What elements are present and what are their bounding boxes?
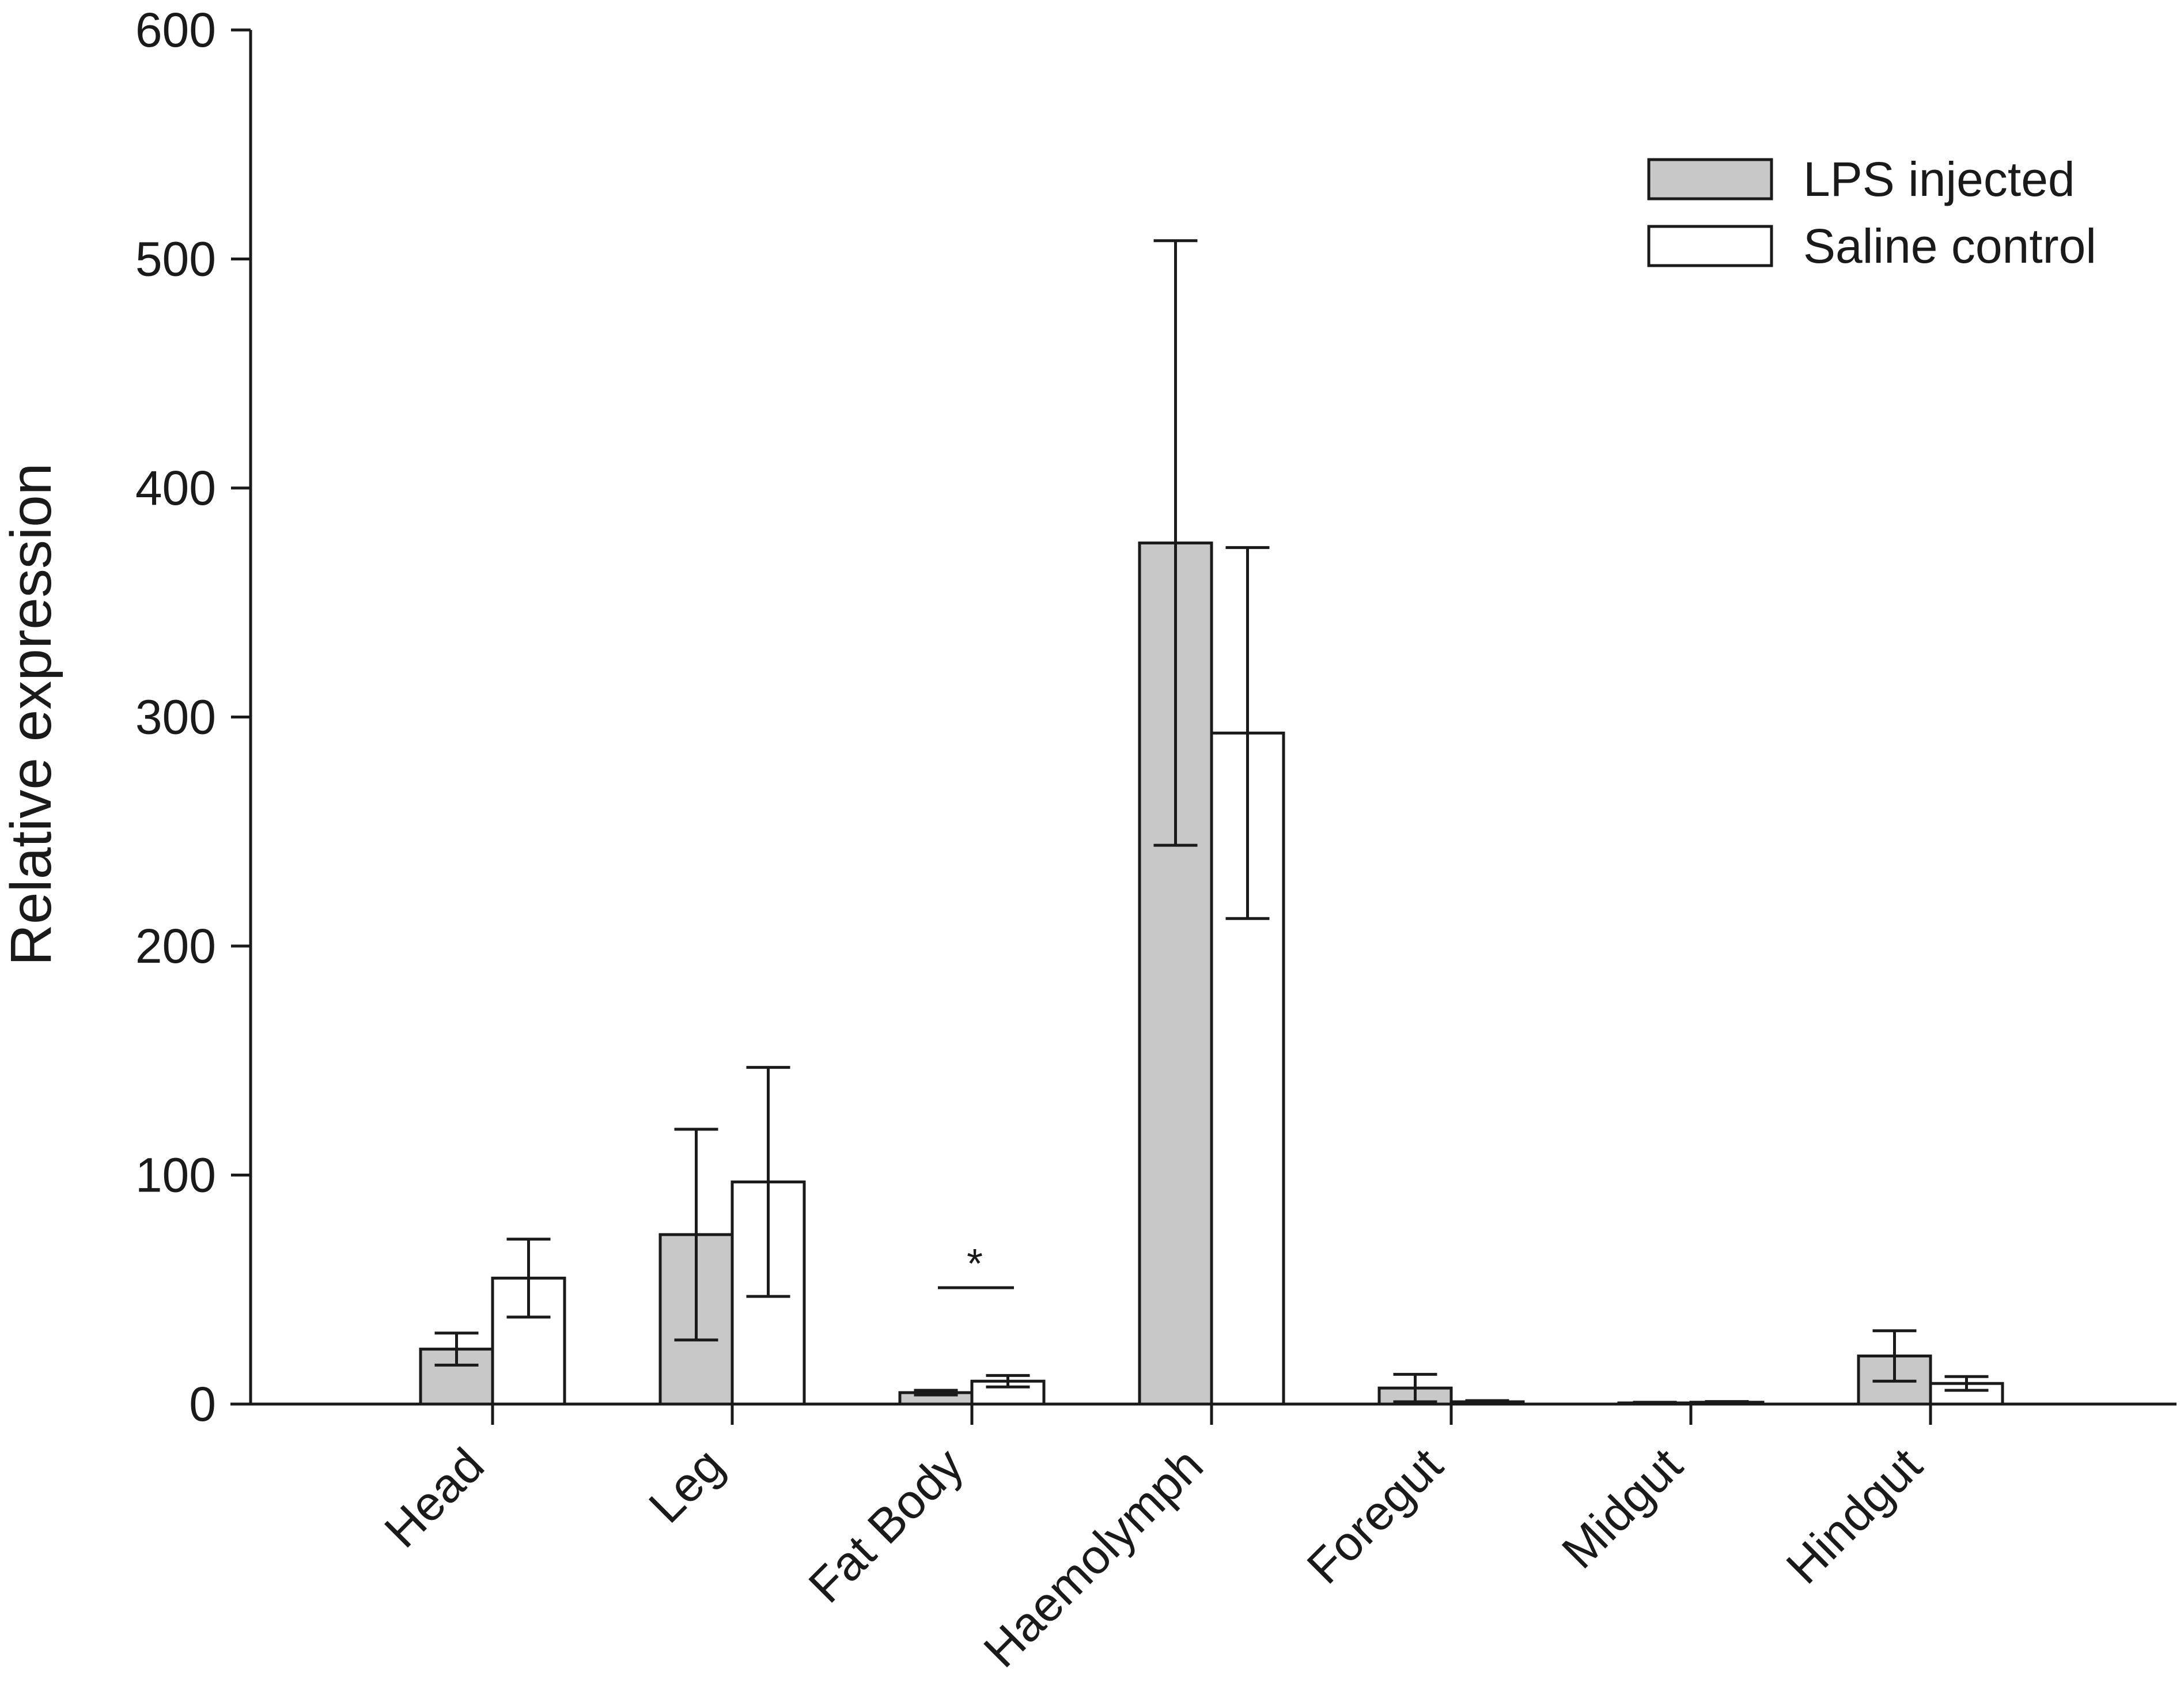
- x-tick-label: Midgut: [1551, 1437, 1693, 1579]
- error-bars: [434, 239, 1989, 1405]
- legend-swatch-saline: [1647, 225, 1773, 267]
- y-ticks: 0 100 200 300 400 500 600: [135, 3, 251, 1431]
- significance-asterisk: *: [967, 1241, 983, 1287]
- y-axis-title: Relative expression: [0, 463, 63, 966]
- bars: [419, 541, 2004, 1406]
- x-ticks: Head Leg Fat Body Haemolymph Foregut Midgut Hi…: [374, 1404, 1932, 1678]
- y-tick-label: 200: [135, 919, 216, 973]
- y-tick-label: 500: [135, 232, 216, 286]
- y-tick-label: 400: [135, 461, 216, 515]
- legend-swatch-lps: [1647, 158, 1773, 201]
- legend: LPS injected Saline control: [1647, 152, 2096, 273]
- legend-label-lps: LPS injected: [1803, 152, 2075, 206]
- x-tick-label: Fat Body: [798, 1437, 974, 1613]
- y-tick-label: 0: [189, 1377, 216, 1431]
- x-tick-label: Haemolymph: [973, 1437, 1213, 1677]
- y-tick-label: 600: [135, 3, 216, 57]
- x-tick-label: Head: [374, 1437, 494, 1557]
- y-tick-label: 300: [135, 690, 216, 744]
- x-tick-label: Hindgut: [1776, 1437, 1932, 1594]
- x-tick-label: Foregut: [1297, 1437, 1453, 1594]
- bar-lps: [419, 1348, 494, 1406]
- legend-label-saline: Saline control: [1803, 219, 2096, 273]
- annotations: *: [938, 1241, 1014, 1289]
- x-tick-label: Leg: [638, 1437, 734, 1533]
- y-tick-label: 100: [135, 1148, 216, 1202]
